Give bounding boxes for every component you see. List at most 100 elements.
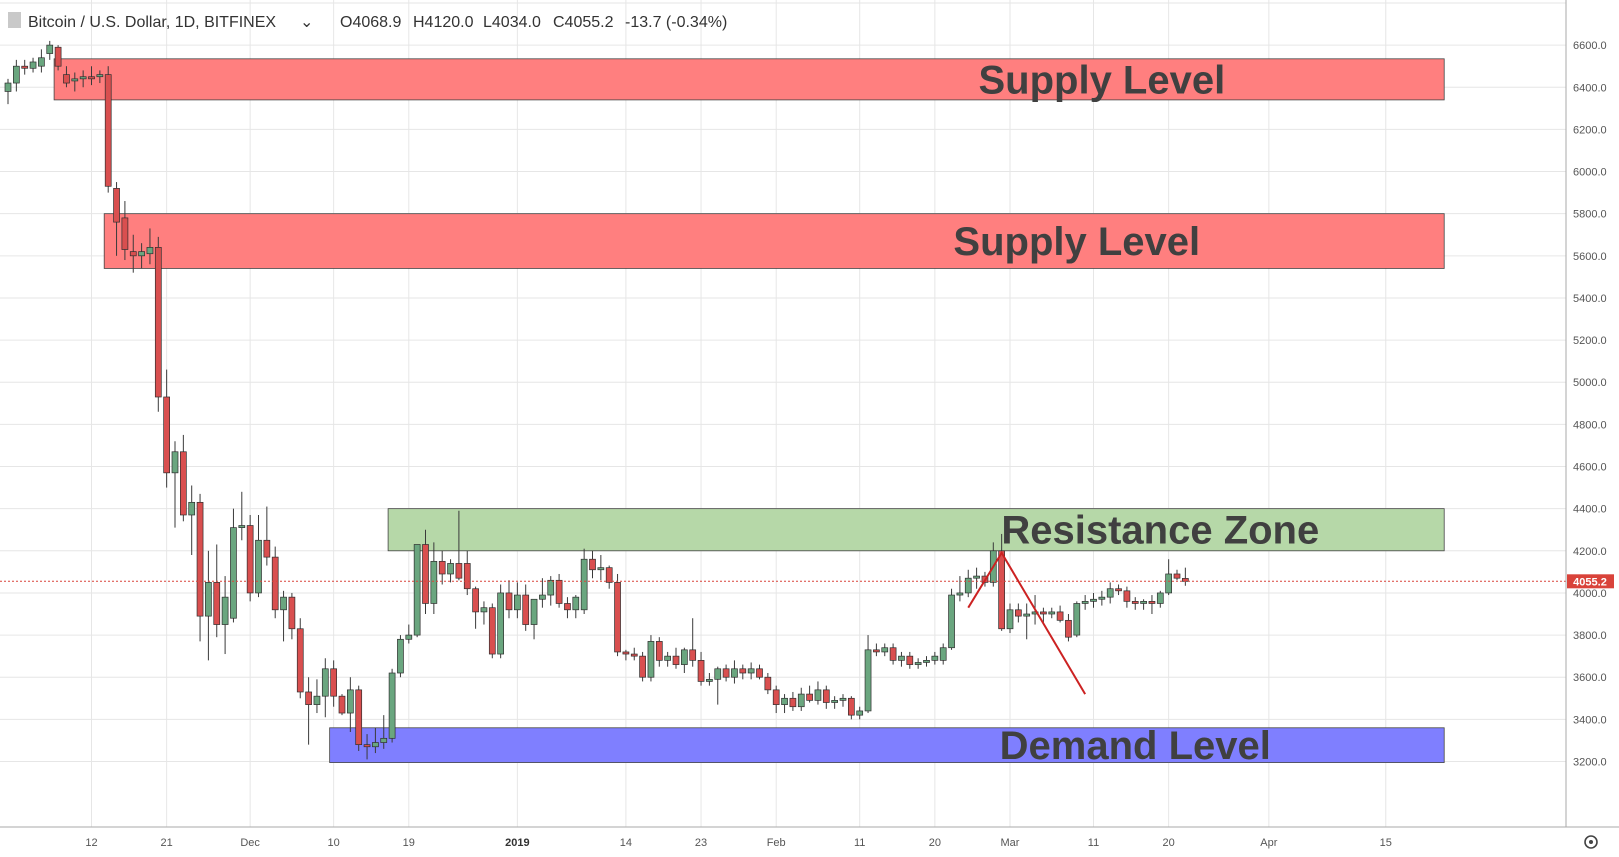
candle-body — [814, 689, 822, 701]
x-tick-label: Apr — [1260, 837, 1277, 849]
candle-body — [422, 544, 429, 604]
candle — [530, 598, 538, 640]
candle — [255, 514, 262, 598]
y-tick-label: 4200.0 — [1573, 546, 1607, 558]
candle — [839, 694, 847, 707]
candle — [597, 555, 605, 581]
candle — [271, 546, 279, 619]
candle — [856, 706, 864, 720]
candle — [1081, 595, 1089, 610]
candle — [1014, 603, 1022, 623]
x-tick-label: 2019 — [505, 837, 529, 849]
candle-body — [1131, 601, 1139, 604]
candle — [96, 70, 104, 84]
candle — [54, 45, 62, 71]
candle-body — [864, 649, 872, 712]
candle — [781, 694, 788, 714]
series-handle-icon[interactable] — [8, 12, 21, 28]
candle — [29, 57, 37, 73]
candle-body — [71, 78, 79, 82]
candle — [564, 597, 571, 619]
candle-body — [96, 74, 104, 78]
candle-body — [689, 649, 697, 661]
candle — [113, 182, 120, 256]
settings-button[interactable] — [1584, 835, 1598, 849]
candle — [388, 668, 396, 743]
zone-resistance-zone[interactable] — [387, 508, 1445, 552]
candle-body — [1106, 588, 1114, 598]
candle — [1106, 582, 1114, 604]
candle — [923, 656, 930, 667]
candle — [1140, 599, 1147, 610]
zone-supply-level[interactable] — [103, 213, 1445, 269]
candle — [1098, 590, 1106, 606]
candle-body — [463, 563, 471, 590]
candle-body — [873, 649, 880, 653]
candle-body — [1081, 601, 1089, 604]
candle-body — [372, 742, 379, 748]
candle-body — [472, 588, 479, 613]
candle-body — [296, 628, 304, 693]
candle-body — [1115, 588, 1122, 592]
candle — [488, 603, 496, 659]
candle-body — [338, 695, 346, 714]
symbol-title[interactable]: Bitcoin / U.S. Dollar, 1D, BITFINEX — [28, 14, 276, 31]
projection-line[interactable] — [967, 550, 1087, 695]
candle-body — [998, 550, 1006, 630]
candle-body — [931, 655, 939, 661]
y-tick-label: 4000.0 — [1573, 588, 1607, 600]
candle — [372, 727, 379, 754]
candle-body — [171, 451, 179, 474]
candle — [1115, 584, 1122, 596]
x-tick-labels: 12 21 Dec 10 19 2019 14 23 Feb 11 20 Mar 11 20 Apr 15 — [85, 837, 1392, 849]
candle — [1048, 607, 1056, 619]
candle-body — [939, 647, 947, 661]
candle-body — [831, 700, 839, 703]
candle-body — [956, 592, 964, 596]
candle — [1006, 603, 1014, 633]
candle-body — [438, 560, 446, 575]
candle-body — [271, 556, 279, 611]
candle — [847, 696, 855, 720]
candle-body — [1073, 603, 1081, 636]
candle-body — [513, 594, 521, 611]
candle-body — [672, 655, 680, 665]
y-tick-labels: 3200.0 3400.0 3600.0 3800.0 4000.0 4200.0 4400… — [1573, 40, 1607, 768]
y-tick-label: 6000.0 — [1573, 167, 1607, 179]
candles — [4, 40, 1189, 760]
candle — [630, 647, 638, 661]
candle-body — [522, 594, 530, 625]
last-price-tag-bg — [1567, 574, 1614, 589]
candle-body — [580, 558, 588, 611]
candle — [605, 565, 613, 589]
candle-body — [1173, 573, 1181, 579]
x-tick-label: 20 — [929, 837, 941, 849]
candle — [906, 651, 914, 669]
y-tick-label: 3800.0 — [1573, 630, 1607, 642]
candle-body — [680, 649, 688, 665]
y-tick-label: 5800.0 — [1573, 209, 1607, 221]
candle-body — [355, 689, 363, 745]
y-tick-label: 6200.0 — [1573, 124, 1607, 136]
candle — [664, 651, 672, 667]
x-tick-label: Dec — [240, 837, 260, 849]
candle-body — [1023, 613, 1031, 617]
candle — [1056, 605, 1064, 623]
candle-body — [597, 567, 605, 571]
chevron-down-icon[interactable]: ⌄ — [300, 14, 313, 31]
candle-body — [923, 660, 930, 663]
candle — [21, 59, 29, 75]
candle — [330, 660, 337, 707]
zone-supply-level[interactable] — [53, 58, 1445, 101]
candle — [63, 66, 70, 88]
overlay: 4055.2 Supply Level Supply Level Resistance… — [0, 58, 1614, 768]
candle — [647, 635, 655, 682]
candle-body — [781, 697, 788, 705]
gear-icon[interactable] — [1584, 835, 1598, 849]
zone-demand-level[interactable] — [329, 727, 1445, 763]
candle-body — [405, 634, 413, 640]
candle — [889, 643, 897, 665]
candle — [13, 59, 20, 92]
candle — [680, 647, 688, 674]
